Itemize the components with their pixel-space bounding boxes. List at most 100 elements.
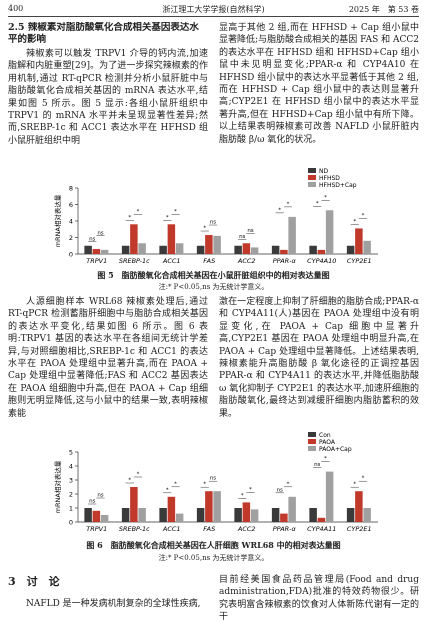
bar xyxy=(196,245,205,254)
bar xyxy=(325,210,334,254)
significance-label: ns xyxy=(247,228,253,234)
legend-label: HFHSD+Cap xyxy=(319,182,357,189)
x-tick-label: CYP4A11 xyxy=(307,525,336,533)
bar xyxy=(213,235,221,254)
x-tick-label: CYP4A10 xyxy=(307,257,336,265)
bar xyxy=(92,249,101,254)
bar xyxy=(355,228,363,254)
bar xyxy=(346,245,355,254)
legend-label: PAOA xyxy=(319,439,336,446)
significance-label: * xyxy=(249,487,252,493)
significance-label: * xyxy=(287,481,290,487)
bar xyxy=(167,496,176,522)
journal: 浙江理工大学学报(自然科学) xyxy=(162,5,265,14)
significance-label: * xyxy=(128,478,131,484)
x-tick-label: FAS xyxy=(203,525,215,533)
bar xyxy=(130,487,138,522)
bar xyxy=(317,249,326,254)
bar xyxy=(346,508,355,522)
bar xyxy=(250,509,259,522)
x-tick-label: ACC2 xyxy=(237,257,256,265)
bar xyxy=(271,245,280,254)
x-tick-label: TRPV1 xyxy=(86,525,107,533)
legend-swatch xyxy=(308,446,316,451)
paragraph: 辣椒素可以触发 TRPV1 介导的钙内流,加速脂解和内脏重塑[29]。为了进一步… xyxy=(8,49,208,146)
significance-label: * xyxy=(353,219,356,225)
y-tick-label: 4 xyxy=(69,218,73,226)
y-tick-label: 2 xyxy=(69,234,73,242)
chart: 02468mRNA相对表达量TRPV1nsnsSREBP-1c**ACC1**F… xyxy=(53,168,378,265)
bar xyxy=(121,508,130,522)
x-tick-label: CYP2E1 xyxy=(347,257,372,265)
significance-label: ns xyxy=(97,230,103,236)
bar xyxy=(196,508,205,522)
significance-label: ns xyxy=(277,487,283,493)
legend-swatch xyxy=(308,175,316,180)
legend-swatch xyxy=(308,182,316,187)
significance-label: ns xyxy=(89,499,95,505)
x-tick-label: ACC1 xyxy=(162,525,181,533)
significance-label: * xyxy=(316,201,319,207)
y-axis-label: mRNA相对表达量 xyxy=(53,194,62,247)
bar xyxy=(309,508,317,522)
bar xyxy=(271,508,280,522)
issue: 2025 年 第 53 卷 xyxy=(348,5,419,14)
significance-label: ns xyxy=(89,236,95,242)
chart: 012345mRNA相对表达量TRPV1nsnsSREBP-1c**ACC1**… xyxy=(53,432,378,533)
figure-note: 注:* P<0.05,ns 为无统计学意义。 xyxy=(158,283,269,291)
paragraph: 人源细胞样本 WRL68 辣椒素处理后,通过 RT-qPCR 检测蓄脂肝细胞中与… xyxy=(8,297,208,419)
significance-label: * xyxy=(362,476,365,482)
significance-label: * xyxy=(278,207,281,213)
significance-label: * xyxy=(203,226,206,232)
bar xyxy=(205,491,213,522)
y-tick-label: 2 xyxy=(69,491,73,499)
y-tick-label: 4 xyxy=(69,463,73,471)
x-tick-label: PPAR-α xyxy=(273,257,297,265)
bar xyxy=(325,471,334,522)
bar xyxy=(205,235,213,254)
bar xyxy=(84,245,92,254)
bar xyxy=(309,245,317,254)
significance-label: ns xyxy=(314,462,320,468)
legend-swatch xyxy=(308,168,316,173)
legend-swatch xyxy=(308,439,316,444)
y-tick-label: 3 xyxy=(69,477,73,485)
x-tick-label: CYP2E1 xyxy=(347,525,372,533)
significance-label: * xyxy=(166,487,169,493)
bar xyxy=(159,508,167,522)
y-axis-label: mRNA相对表达量 xyxy=(53,460,62,513)
y-tick-label: 0 xyxy=(69,251,73,259)
x-tick-label: ACC1 xyxy=(162,257,181,265)
bar xyxy=(288,216,296,254)
bar xyxy=(167,224,176,254)
bar xyxy=(280,513,288,522)
significance-label: * xyxy=(174,209,177,215)
significance-label: * xyxy=(174,481,177,487)
bar xyxy=(317,517,326,522)
bar xyxy=(213,491,221,522)
x-tick-label: PPAR-α xyxy=(273,525,297,533)
y-tick-label: 6 xyxy=(69,201,73,209)
significance-label: ns xyxy=(210,220,216,226)
legend-swatch xyxy=(308,432,316,437)
x-tick-label: ACC2 xyxy=(237,525,256,533)
header-rule xyxy=(8,16,419,17)
y-tick-label: 5 xyxy=(69,449,73,457)
section-heading: 2.5 辣椒素对脂肪酸氧化合成相关基因表达水平的影响 xyxy=(8,22,199,46)
bar xyxy=(234,508,242,522)
bar xyxy=(159,245,167,254)
bar xyxy=(242,243,251,254)
bar xyxy=(175,513,184,522)
x-tick-label: FAS xyxy=(203,257,215,265)
bar xyxy=(138,508,146,522)
significance-label: * xyxy=(128,215,131,221)
x-tick-label: TRPV1 xyxy=(86,257,107,265)
bar xyxy=(130,224,138,254)
bar xyxy=(363,508,371,522)
bar xyxy=(234,245,242,254)
legend-label: Con xyxy=(319,432,331,439)
significance-label: * xyxy=(137,472,140,478)
significance-label: * xyxy=(324,195,327,201)
figure-caption: 图 6 脂肪酸氧化合成相关基因在人肝细胞 WRL68 中的相对表达量图 xyxy=(86,540,341,550)
